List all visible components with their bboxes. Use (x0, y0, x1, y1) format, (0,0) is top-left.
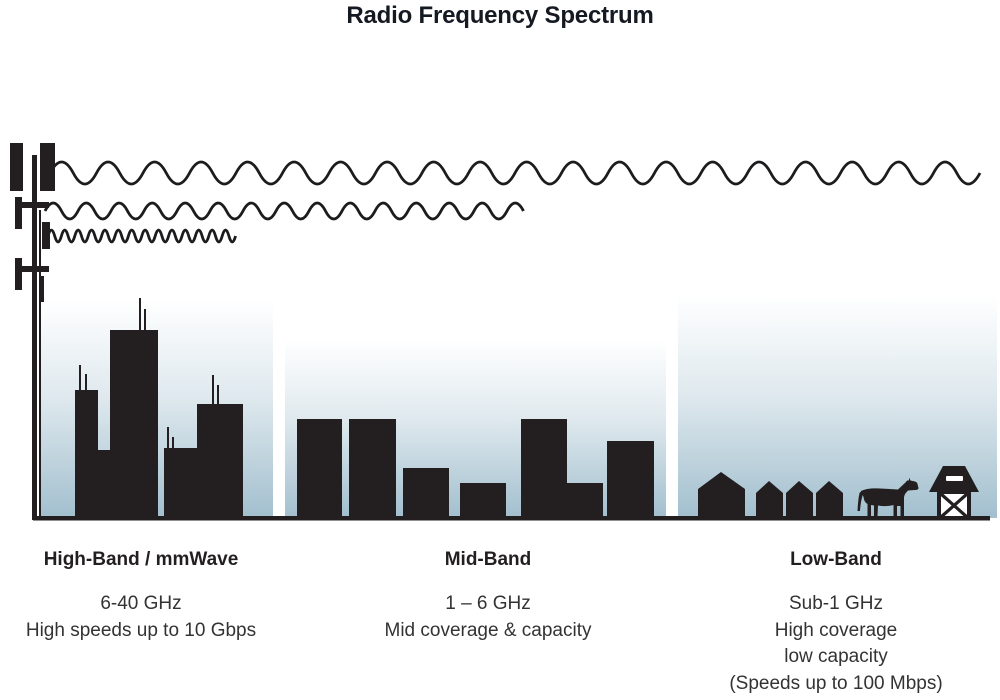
spectrum-illustration (10, 143, 997, 521)
cell-tower-icon (10, 143, 55, 520)
medium-wave-icon (43, 201, 525, 221)
low-band-capacity: low capacity (784, 646, 888, 667)
houses-icon (698, 472, 843, 520)
high-band-description: High speeds up to 10 Gbps (25, 619, 257, 641)
midrise-buildings-icon (297, 419, 654, 520)
low-band-frequency: Sub-1 GHz (789, 593, 883, 614)
low-band-speed: (Speeds up to 100 Mbps) (729, 672, 943, 694)
high-band-frequency: 6-40 GHz (100, 593, 182, 614)
radio-waves (43, 160, 982, 244)
page-title: Radio Frequency Spectrum (346, 2, 654, 29)
low-band-label-group: Low-Band Sub-1 GHz High coverage low cap… (686, 549, 986, 697)
low-band-coverage: High coverage (774, 619, 898, 641)
low-band-title: Low-Band (790, 549, 882, 570)
ground-line (33, 516, 990, 521)
cow-icon (857, 477, 919, 516)
barn-icon (929, 466, 979, 520)
rooftop-antennas (79, 298, 219, 450)
high-band-title: High-Band / mmWave (43, 549, 239, 570)
mid-band-description: Mid coverage & capacity (384, 619, 592, 641)
mid-band-label-group: Mid-Band 1 – 6 GHz Mid coverage & capaci… (338, 549, 638, 644)
long-wave-icon (48, 160, 982, 186)
short-wave-icon (46, 228, 237, 244)
skyscrapers-icon (75, 298, 243, 520)
mid-band-frequency: 1 – 6 GHz (445, 593, 531, 614)
high-band-label-group: High-Band / mmWave 6-40 GHz High speeds … (16, 549, 266, 644)
mid-band-title: Mid-Band (444, 549, 532, 570)
